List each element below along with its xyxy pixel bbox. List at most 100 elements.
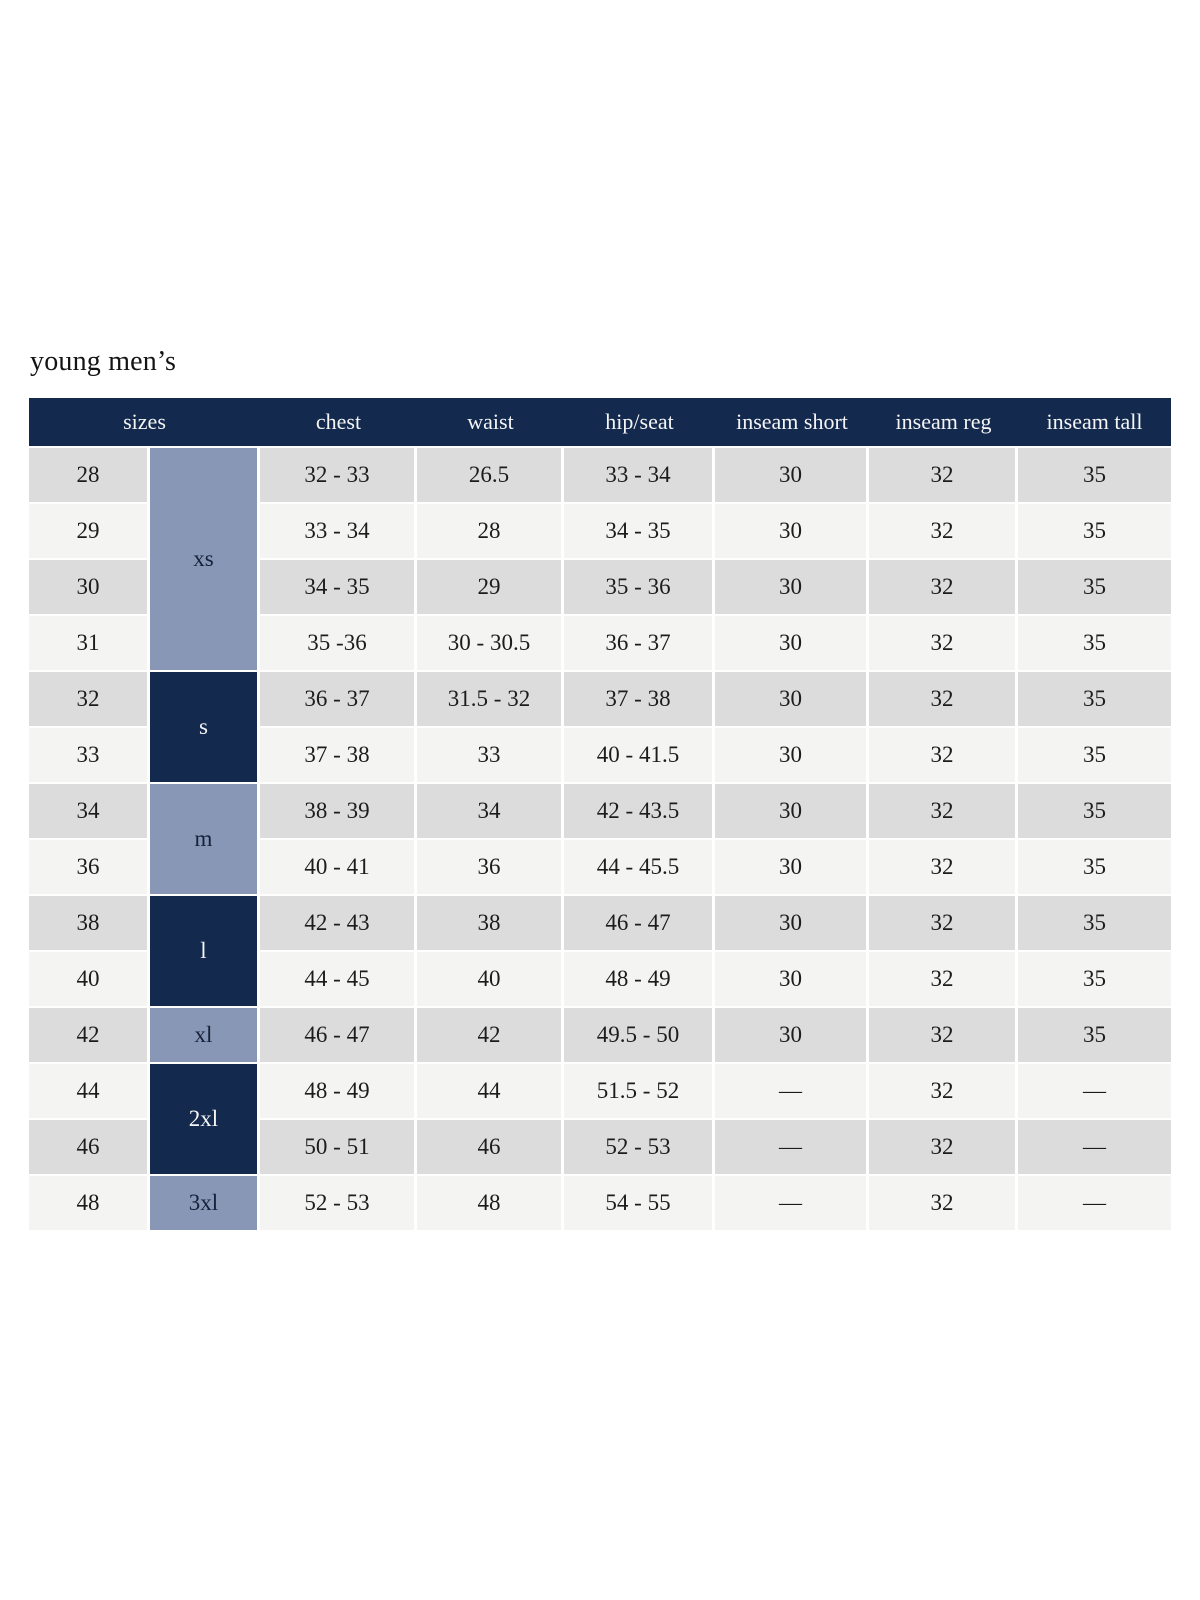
- size-group-xs: xs: [150, 448, 260, 672]
- cell-size: 34: [29, 784, 150, 840]
- cell-inseam-reg: 32: [869, 448, 1018, 504]
- cell-waist: 44: [417, 1064, 564, 1120]
- cell-waist: 46: [417, 1120, 564, 1176]
- cell-chest: 37 - 38: [260, 728, 417, 784]
- cell-inseam-tall: 35: [1018, 616, 1171, 672]
- cell-waist: 31.5 - 32: [417, 672, 564, 728]
- cell-waist: 30 - 30.5: [417, 616, 564, 672]
- cell-inseam-reg: 32: [869, 672, 1018, 728]
- cell-inseam-short: 30: [715, 672, 869, 728]
- cell-size: 48: [29, 1176, 150, 1232]
- page-title: young men’s: [30, 346, 177, 377]
- cell-hip-seat: 51.5 - 52: [564, 1064, 715, 1120]
- cell-inseam-tall: —: [1018, 1176, 1171, 1232]
- cell-inseam-reg: 32: [869, 1064, 1018, 1120]
- cell-size: 32: [29, 672, 150, 728]
- size-group-xl: xl: [150, 1008, 260, 1064]
- cell-inseam-reg: 32: [869, 728, 1018, 784]
- cell-hip-seat: 49.5 - 50: [564, 1008, 715, 1064]
- cell-inseam-short: 30: [715, 840, 869, 896]
- cell-size: 36: [29, 840, 150, 896]
- cell-size: 30: [29, 560, 150, 616]
- cell-chest: 32 - 33: [260, 448, 417, 504]
- header-hip-seat: hip/seat: [564, 398, 715, 448]
- cell-inseam-reg: 32: [869, 840, 1018, 896]
- cell-hip-seat: 46 - 47: [564, 896, 715, 952]
- cell-hip-seat: 36 - 37: [564, 616, 715, 672]
- cell-waist: 34: [417, 784, 564, 840]
- header-waist: waist: [417, 398, 564, 448]
- cell-inseam-reg: 32: [869, 504, 1018, 560]
- header-sizes: sizes: [29, 398, 260, 448]
- cell-chest: 38 - 39: [260, 784, 417, 840]
- size-group-2xl: 2xl: [150, 1064, 260, 1176]
- cell-hip-seat: 34 - 35: [564, 504, 715, 560]
- header-inseam-short: inseam short: [715, 398, 869, 448]
- cell-hip-seat: 37 - 38: [564, 672, 715, 728]
- cell-waist: 40: [417, 952, 564, 1008]
- cell-size: 33: [29, 728, 150, 784]
- cell-inseam-short: —: [715, 1176, 869, 1232]
- cell-inseam-short: 30: [715, 560, 869, 616]
- cell-inseam-reg: 32: [869, 560, 1018, 616]
- size-group-3xl: 3xl: [150, 1176, 260, 1232]
- size-group-s: s: [150, 672, 260, 784]
- cell-inseam-tall: 35: [1018, 784, 1171, 840]
- header-chest: chest: [260, 398, 417, 448]
- cell-hip-seat: 40 - 41.5: [564, 728, 715, 784]
- cell-inseam-reg: 32: [869, 1008, 1018, 1064]
- cell-inseam-short: —: [715, 1120, 869, 1176]
- cell-waist: 36: [417, 840, 564, 896]
- cell-inseam-short: 30: [715, 504, 869, 560]
- cell-size: 40: [29, 952, 150, 1008]
- cell-inseam-short: 30: [715, 784, 869, 840]
- size-table: sizes chest waist hip/seat inseam short insea…: [29, 398, 1171, 1232]
- cell-inseam-tall: 35: [1018, 952, 1171, 1008]
- cell-hip-seat: 44 - 45.5: [564, 840, 715, 896]
- cell-inseam-tall: —: [1018, 1064, 1171, 1120]
- cell-inseam-reg: 32: [869, 616, 1018, 672]
- cell-hip-seat: 52 - 53: [564, 1120, 715, 1176]
- cell-chest: 35 -36: [260, 616, 417, 672]
- cell-chest: 48 - 49: [260, 1064, 417, 1120]
- cell-inseam-reg: 32: [869, 784, 1018, 840]
- cell-inseam-short: 30: [715, 448, 869, 504]
- cell-hip-seat: 54 - 55: [564, 1176, 715, 1232]
- cell-inseam-short: —: [715, 1064, 869, 1120]
- cell-chest: 50 - 51: [260, 1120, 417, 1176]
- cell-chest: 36 - 37: [260, 672, 417, 728]
- cell-inseam-reg: 32: [869, 952, 1018, 1008]
- header-inseam-tall: inseam tall: [1018, 398, 1171, 448]
- cell-hip-seat: 48 - 49: [564, 952, 715, 1008]
- cell-inseam-reg: 32: [869, 896, 1018, 952]
- cell-size: 28: [29, 448, 150, 504]
- cell-inseam-reg: 32: [869, 1120, 1018, 1176]
- cell-chest: 52 - 53: [260, 1176, 417, 1232]
- cell-inseam-short: 30: [715, 616, 869, 672]
- cell-inseam-tall: 35: [1018, 504, 1171, 560]
- size-group-l: l: [150, 896, 260, 1008]
- cell-inseam-tall: 35: [1018, 448, 1171, 504]
- cell-inseam-tall: 35: [1018, 840, 1171, 896]
- cell-waist: 29: [417, 560, 564, 616]
- cell-waist: 28: [417, 504, 564, 560]
- cell-hip-seat: 42 - 43.5: [564, 784, 715, 840]
- cell-size: 31: [29, 616, 150, 672]
- cell-inseam-tall: 35: [1018, 672, 1171, 728]
- cell-waist: 42: [417, 1008, 564, 1064]
- cell-chest: 40 - 41: [260, 840, 417, 896]
- cell-waist: 26.5: [417, 448, 564, 504]
- cell-inseam-tall: 35: [1018, 728, 1171, 784]
- cell-size: 46: [29, 1120, 150, 1176]
- cell-size: 42: [29, 1008, 150, 1064]
- cell-inseam-tall: 35: [1018, 560, 1171, 616]
- cell-waist: 48: [417, 1176, 564, 1232]
- cell-chest: 34 - 35: [260, 560, 417, 616]
- cell-inseam-tall: 35: [1018, 1008, 1171, 1064]
- cell-chest: 33 - 34: [260, 504, 417, 560]
- cell-inseam-short: 30: [715, 1008, 869, 1064]
- header-inseam-reg: inseam reg: [869, 398, 1018, 448]
- cell-inseam-reg: 32: [869, 1176, 1018, 1232]
- cell-inseam-short: 30: [715, 952, 869, 1008]
